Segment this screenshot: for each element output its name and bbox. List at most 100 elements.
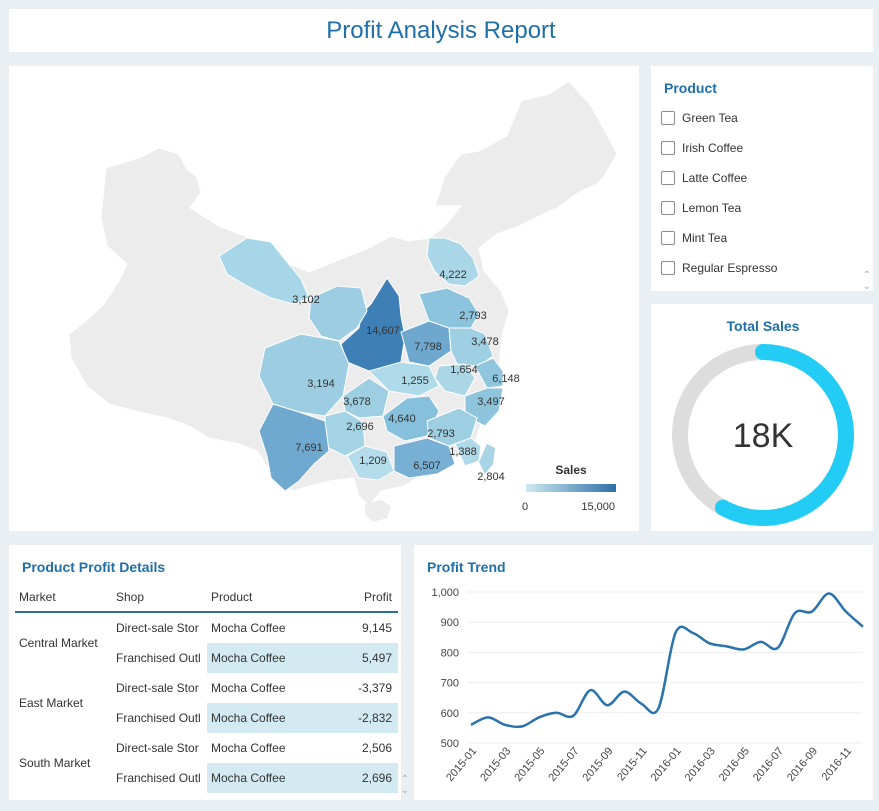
profit-trend-point[interactable] [844, 610, 848, 614]
profit-trend-panel: Profit Trend 500 600 700 800 900 1,000 2015-01… [414, 545, 873, 800]
profit-trend-point[interactable] [725, 644, 729, 648]
table-row: East Market Direct-sale Stor Mocha Coffe… [15, 673, 398, 710]
profit-trend-line [470, 592, 864, 729]
y-tick-label: 500 [441, 738, 459, 750]
map-region [218, 237, 310, 305]
x-tick-label: 2015-07 [546, 745, 581, 784]
table-row: South Market Direct-sale Stor Mocha Coff… [15, 733, 398, 770]
profit-trend-point[interactable] [827, 592, 831, 596]
profit-trend-point[interactable] [486, 715, 490, 719]
profit-cell: -3,379 [357, 681, 392, 695]
map-region [308, 285, 368, 342]
gauge-progress [672, 344, 854, 526]
y-tick-label: 1,000 [431, 587, 459, 599]
map-value-label: 1,654 [450, 364, 478, 376]
profit-trend-point[interactable] [605, 703, 609, 707]
product-option-regular-espresso[interactable]: Regular Espresso [661, 258, 777, 278]
product-profit-details-panel: Product Profit Details Market Shop Produ… [9, 545, 409, 800]
x-tick-label: 2015-03 [478, 745, 513, 784]
map-legend-min: 0 [522, 501, 528, 513]
scroll-arrows-icon[interactable]: ⌃ ⌄ [400, 774, 409, 796]
x-tick-label: 2016-07 [751, 745, 786, 784]
shop-cell: Direct-sale Stor [116, 741, 199, 755]
total-sales-panel: Total Sales 18K [651, 304, 873, 531]
profit-trend-point[interactable] [503, 723, 507, 727]
product-cell: Mocha Coffee [211, 621, 286, 635]
profit-trend-point[interactable] [656, 706, 660, 710]
profit-trend-point[interactable] [776, 646, 780, 650]
y-tick-label: 800 [441, 647, 459, 659]
table-row: Central Market Direct-sale Stor Mocha Co… [15, 612, 398, 650]
map-legend-bar [526, 484, 616, 492]
profit-trend-point[interactable] [571, 714, 575, 718]
total-sales-title: Total Sales [727, 318, 800, 334]
table-row: Franchised Outl Mocha Coffee 2,696 [15, 763, 398, 793]
profit-cell: 9,145 [361, 621, 392, 635]
profit-trend-point[interactable] [520, 724, 524, 728]
product-cell: Mocha Coffee [207, 703, 307, 733]
x-tick-label: 2015-01 [444, 745, 479, 784]
map-value-label: 7,798 [414, 341, 442, 353]
profit-trend-point[interactable] [537, 715, 541, 719]
column-header-profit[interactable]: Profit [307, 583, 398, 613]
map-taiwan [479, 444, 495, 474]
product-option-latte-coffee[interactable]: Latte Coffee [661, 168, 747, 188]
profit-trend-point[interactable] [861, 625, 865, 629]
shop-cell: Franchised Outl [116, 711, 201, 725]
product-option-label: Regular Espresso [682, 261, 778, 275]
x-tick-label: 2016-05 [717, 745, 752, 784]
checkbox-icon[interactable] [661, 261, 675, 275]
table-row: Franchised Outl Mocha Coffee -2,832 [15, 703, 398, 733]
product-option-label: Mint Tea [682, 231, 728, 245]
column-header-market[interactable]: Market [15, 583, 112, 613]
product-option-label: Latte Coffee [682, 171, 748, 185]
product-cell: Mocha Coffee [211, 681, 286, 695]
map-value-label: 1,388 [449, 446, 477, 458]
profit-trend-point[interactable] [469, 723, 473, 727]
product-option-label: Lemon Tea [682, 201, 742, 215]
profit-trend-point[interactable] [554, 711, 558, 715]
product-option-green-tea[interactable]: Green Tea [661, 108, 738, 128]
product-cell: Mocha Coffee [207, 763, 307, 793]
checkbox-icon[interactable] [661, 141, 675, 155]
profit-trend-point[interactable] [793, 611, 797, 615]
profit-cell: -2,832 [307, 703, 398, 733]
profit-trend-point[interactable] [674, 631, 678, 635]
checkbox-icon[interactable] [661, 201, 675, 215]
scroll-arrows-icon[interactable]: ⌃ ⌄ [862, 270, 871, 292]
checkbox-icon[interactable] [661, 231, 675, 245]
map-region [393, 437, 456, 479]
product-cell: Mocha Coffee [211, 741, 286, 755]
map-region [474, 357, 504, 389]
profit-trend-point[interactable] [588, 688, 592, 692]
profit-trend-point[interactable] [691, 631, 695, 635]
map-value-label: 3,194 [307, 378, 335, 390]
map-value-label: 7,691 [295, 442, 323, 454]
profit-trend-point[interactable] [708, 641, 712, 645]
checkbox-icon[interactable] [661, 111, 675, 125]
product-option-label: Green Tea [682, 111, 738, 125]
x-tick-label: 2016-11 [820, 745, 855, 783]
header-panel: Profit Analysis Report [9, 9, 873, 52]
checkbox-icon[interactable] [661, 171, 675, 185]
map-value-label: 6,507 [413, 460, 441, 472]
column-header-shop[interactable]: Shop [112, 583, 207, 613]
profit-trend-point[interactable] [639, 702, 643, 706]
market-cell: South Market [19, 756, 91, 770]
column-header-product[interactable]: Product [207, 583, 307, 613]
profit-trend-point[interactable] [622, 690, 626, 694]
map-legend-title: Sales [555, 463, 587, 477]
map-value-label: 1,255 [401, 375, 429, 387]
product-option-lemon-tea[interactable]: Lemon Tea [661, 198, 741, 218]
profit-trend-point[interactable] [742, 647, 746, 651]
map-value-label: 4,640 [388, 413, 416, 425]
product-option-mint-tea[interactable]: Mint Tea [661, 228, 727, 248]
profit-trend-point[interactable] [759, 640, 763, 644]
map-value-label: 3,497 [477, 396, 505, 408]
x-tick-label: 2016-01 [649, 745, 684, 784]
profit-trend-chart: 5006007008009001,0002015-012015-032015-0… [431, 587, 865, 784]
product-option-irish-coffee[interactable]: Irish Coffee [661, 138, 743, 158]
profit-trend-point[interactable] [810, 610, 814, 614]
product-filter-panel: Product Green Tea Irish Coffee Latte Cof… [651, 66, 873, 292]
map-value-label: 3,478 [471, 336, 499, 348]
